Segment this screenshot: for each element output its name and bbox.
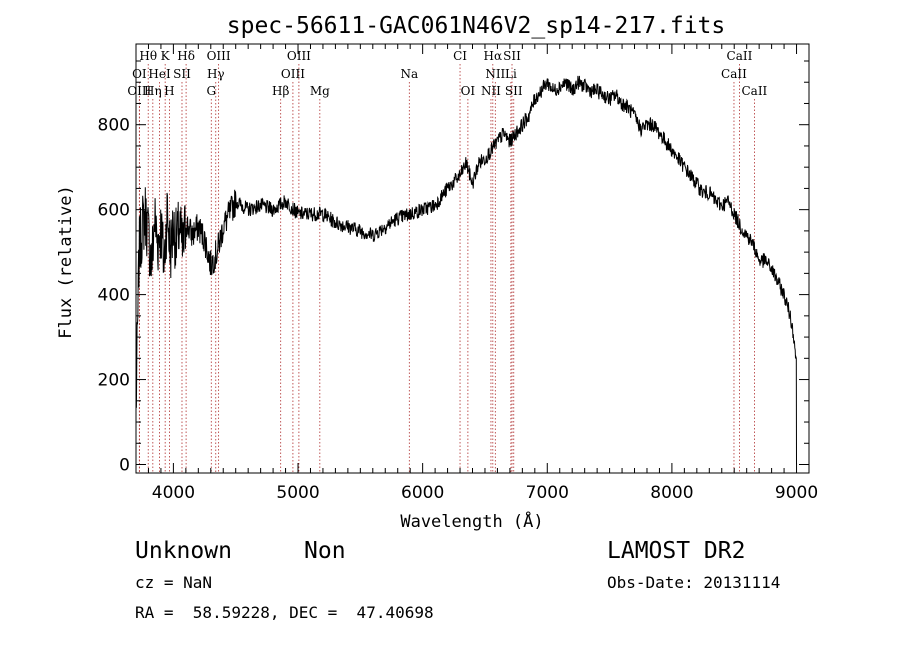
line-marker-label: SII [505, 84, 523, 98]
survey-name: LAMOST DR2 [607, 538, 746, 564]
chart-title: spec-56611-GAC061N46V2_sp14-217.fits [227, 13, 726, 39]
y-axis-title: Flux (relative) [56, 185, 76, 339]
line-marker-label: SII [173, 67, 191, 81]
x-tick-label: 8000 [650, 483, 693, 503]
y-tick-label: 200 [98, 371, 130, 391]
line-marker-label: Hη [144, 84, 162, 98]
x-tick-label: 6000 [401, 483, 444, 503]
line-marker-label: Li [505, 67, 517, 81]
x-tick-label: 5000 [276, 483, 319, 503]
spectrum-line [135, 75, 797, 465]
x-tick-label: 9000 [775, 483, 818, 503]
line-marker-label: Hα [484, 49, 503, 63]
line-marker-label: OIII [287, 49, 311, 63]
y-axis-ticks: 0 200 400 600 800 [98, 60, 809, 476]
y-tick-label: 400 [98, 286, 130, 306]
line-marker-label: CaII [727, 49, 753, 63]
line-marker-label: SII [503, 49, 521, 63]
line-marker-label: Hθ [139, 49, 157, 63]
x-axis-title: Wavelength (Å) [400, 510, 543, 532]
y-tick-label: 0 [119, 456, 130, 476]
line-marker-label: Hγ [207, 67, 225, 81]
line-marker-label: Na [400, 67, 418, 81]
line-marker-label: Hδ [177, 49, 195, 63]
line-marker-label: H [164, 84, 174, 98]
line-markers [138, 64, 755, 473]
line-marker-label: OI [461, 84, 476, 98]
line-marker-label: CI [453, 49, 467, 63]
y-tick-label: 600 [98, 201, 130, 221]
line-marker-label: NII [481, 84, 501, 98]
line-marker-label: OIII [281, 67, 305, 81]
line-marker-label: Hβ [272, 84, 289, 98]
object-type: Unknown [135, 538, 232, 564]
line-marker-label: HeI [148, 67, 171, 81]
line-marker-label: CaII [721, 67, 747, 81]
y-tick-label: 800 [98, 116, 130, 136]
line-marker-label: Mg [310, 84, 330, 98]
plot-frame [135, 43, 810, 474]
obs-date-text: Obs-Date: 20131114 [607, 573, 781, 592]
line-marker-label: K [161, 49, 171, 63]
coordinates-text: RA = 58.59228, DEC = 47.40698 [135, 603, 434, 622]
line-marker-label: OIII [127, 84, 151, 98]
line-marker-label: CaII [741, 84, 767, 98]
line-marker-label: G [206, 84, 216, 98]
x-tick-label: 7000 [526, 483, 569, 503]
x-axis-ticks: 4000 5000 6000 7000 8000 9000 [135, 44, 818, 503]
line-marker-label: OI [132, 67, 147, 81]
line-marker-label: OIII [207, 49, 231, 63]
line-marker-label: NII [485, 67, 505, 81]
x-tick-label: 4000 [152, 483, 195, 503]
redshift-text: cz = NaN [135, 573, 213, 592]
object-subtype: Non [304, 538, 346, 564]
